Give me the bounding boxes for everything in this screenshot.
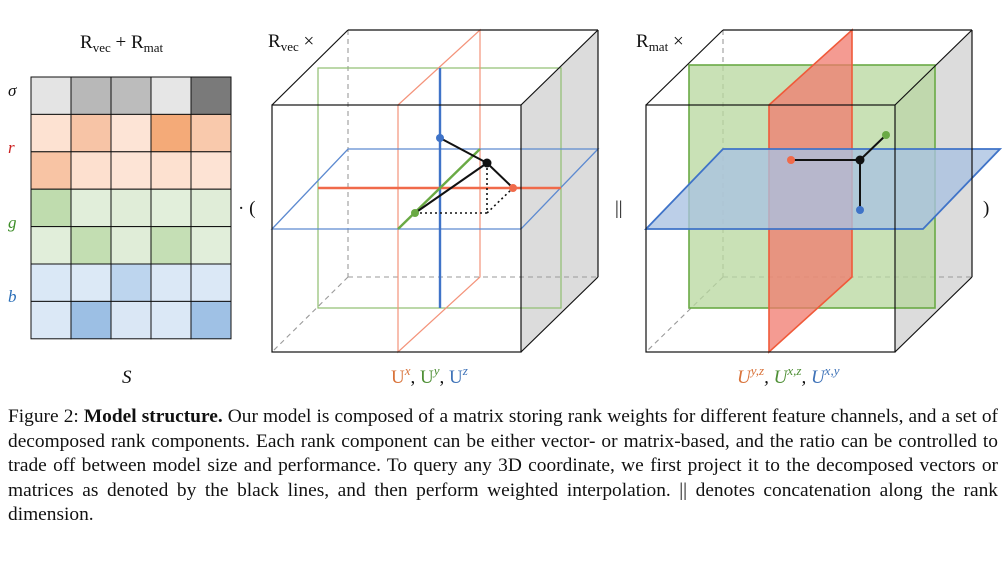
query-point bbox=[855, 155, 865, 165]
matrix-cell bbox=[110, 76, 152, 115]
matrix-row-labels: σ r g b bbox=[8, 81, 17, 306]
matrix-cell bbox=[190, 263, 232, 302]
matrix-cell bbox=[150, 113, 192, 153]
matrix-cell bbox=[70, 113, 112, 153]
matrix-cell bbox=[30, 151, 72, 190]
vec-cube-title: Rvec × bbox=[268, 31, 314, 54]
matrix-cell bbox=[30, 188, 72, 228]
matrix-cell bbox=[30, 263, 72, 302]
matrix-cell bbox=[70, 76, 112, 115]
matrix-cell bbox=[30, 76, 72, 115]
matrix-cell bbox=[70, 263, 112, 302]
matrix-cell bbox=[150, 151, 192, 190]
proj-point-yz bbox=[787, 156, 795, 164]
matrix-cell bbox=[110, 151, 152, 190]
matrix-cell bbox=[190, 226, 232, 265]
matrix-cell bbox=[70, 226, 112, 265]
matrix-cell bbox=[150, 226, 192, 265]
cube-right-face bbox=[521, 30, 598, 352]
proj-point-xy bbox=[856, 206, 864, 214]
vector-cube bbox=[270, 28, 600, 354]
figure-canvas: Rvec + Rmat σ r g b S · ( bbox=[8, 28, 1003, 388]
caption-prefix: Figure 2: bbox=[8, 406, 84, 427]
matrix-cell bbox=[110, 188, 152, 228]
query-point bbox=[482, 158, 492, 168]
matrix-cube bbox=[643, 28, 1003, 354]
matrix-cell bbox=[30, 300, 72, 340]
figure: Rvec + Rmat σ r g b S · ( bbox=[8, 28, 1003, 388]
matrix-cell bbox=[150, 188, 192, 228]
projection-lines bbox=[414, 137, 514, 214]
matrix-cell bbox=[30, 226, 72, 265]
vec-cube-labels: Ux, Uy, Uz bbox=[391, 363, 468, 388]
caption-text: Our model is composed of a matrix storin… bbox=[8, 406, 999, 526]
proj-point-y bbox=[411, 209, 419, 217]
close-paren: ) bbox=[983, 198, 989, 219]
concat-symbol: || bbox=[615, 198, 623, 219]
caption-bold: Model structure. bbox=[83, 406, 223, 427]
proj-point-z bbox=[436, 134, 444, 142]
matrix-row-label: r bbox=[8, 138, 15, 157]
matrix-cell bbox=[190, 188, 232, 228]
vector-uy bbox=[397, 148, 481, 230]
proj-point-xz bbox=[882, 131, 890, 139]
mat-cube-title: Rmat × bbox=[636, 31, 684, 54]
projection-dotted bbox=[415, 163, 514, 214]
matrix-row-label: σ bbox=[8, 81, 17, 100]
cube-edges bbox=[645, 29, 973, 353]
matrix-cell bbox=[30, 113, 72, 153]
matrix-cell bbox=[150, 76, 192, 115]
matrix-row-label: g bbox=[8, 213, 17, 232]
matrix-title: Rvec + Rmat bbox=[80, 32, 164, 55]
rank-weight-matrix bbox=[30, 76, 232, 340]
projection-lines bbox=[791, 134, 887, 210]
matrix-cell bbox=[190, 76, 232, 115]
matrix-cell bbox=[150, 263, 192, 302]
matrix-cell bbox=[190, 151, 232, 190]
matrix-cell bbox=[70, 300, 112, 340]
red-plane-outline bbox=[397, 28, 481, 354]
matrix-caption: S bbox=[122, 367, 132, 388]
matrix-cell bbox=[190, 113, 232, 153]
matrix-cell bbox=[70, 151, 112, 190]
matrix-cell bbox=[110, 226, 152, 265]
matrix-cell bbox=[70, 188, 112, 228]
proj-point-x bbox=[509, 184, 517, 192]
matrix-cell bbox=[150, 300, 192, 340]
cube-edges bbox=[271, 29, 599, 353]
matrix-cell bbox=[190, 300, 232, 340]
blue-plane bbox=[643, 148, 1003, 230]
mat-cube-labels: Uy,z, Ux,z, Ux,y bbox=[737, 363, 840, 388]
matrix-cell bbox=[110, 300, 152, 340]
matrix-row-label: b bbox=[8, 287, 17, 306]
figure-caption: Figure 2: Model structure. Our model is … bbox=[8, 405, 998, 528]
matrix-cell bbox=[110, 113, 152, 153]
matrix-cell bbox=[110, 263, 152, 302]
dot-paren: · ( bbox=[238, 198, 255, 219]
cube-hidden-edges bbox=[271, 30, 598, 353]
